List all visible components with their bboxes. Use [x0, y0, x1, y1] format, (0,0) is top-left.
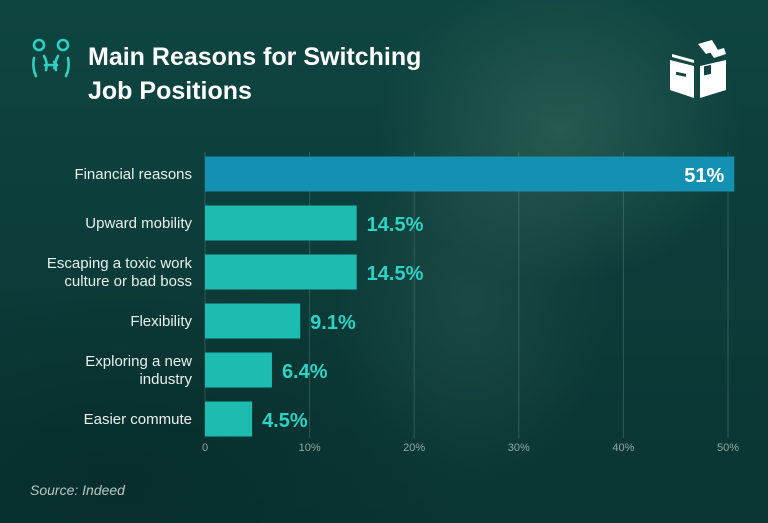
book-box-logo-icon	[670, 40, 726, 98]
title-line-2: Job Positions	[88, 77, 252, 105]
category-label: Escaping a toxic work culture or bad boss	[47, 255, 193, 290]
page-title: Main Reasons for Switching Job Positions	[88, 40, 488, 108]
category-label: Exploring a new industry	[85, 353, 192, 388]
x-tick-label: 50%	[717, 442, 739, 454]
value-label: 6.4%	[282, 361, 328, 383]
bar	[205, 205, 357, 241]
value-label: 14.5%	[367, 263, 424, 285]
bar	[205, 156, 735, 192]
x-tick-label: 30%	[508, 442, 530, 454]
value-label: 51%	[684, 165, 724, 187]
title-line-1: Main Reasons for Switching	[88, 43, 422, 71]
bar	[205, 254, 357, 290]
bar	[205, 352, 272, 388]
people-exchange-icon	[32, 38, 70, 78]
category-label: Easier commute	[84, 411, 192, 428]
x-tick-label: 20%	[403, 442, 425, 454]
x-tick-label: 40%	[612, 442, 634, 454]
x-tick-label: 10%	[299, 442, 321, 454]
value-label: 9.1%	[310, 312, 356, 334]
x-tick-label: 0	[202, 442, 208, 454]
category-label: Upward mobility	[85, 215, 192, 232]
value-label: 4.5%	[262, 410, 308, 432]
bar	[205, 303, 301, 339]
category-label: Flexibility	[130, 313, 192, 330]
category-label: Financial reasons	[74, 166, 192, 183]
source-note: Source: Indeed	[30, 482, 125, 498]
value-label: 14.5%	[367, 214, 424, 236]
bar	[205, 401, 253, 437]
